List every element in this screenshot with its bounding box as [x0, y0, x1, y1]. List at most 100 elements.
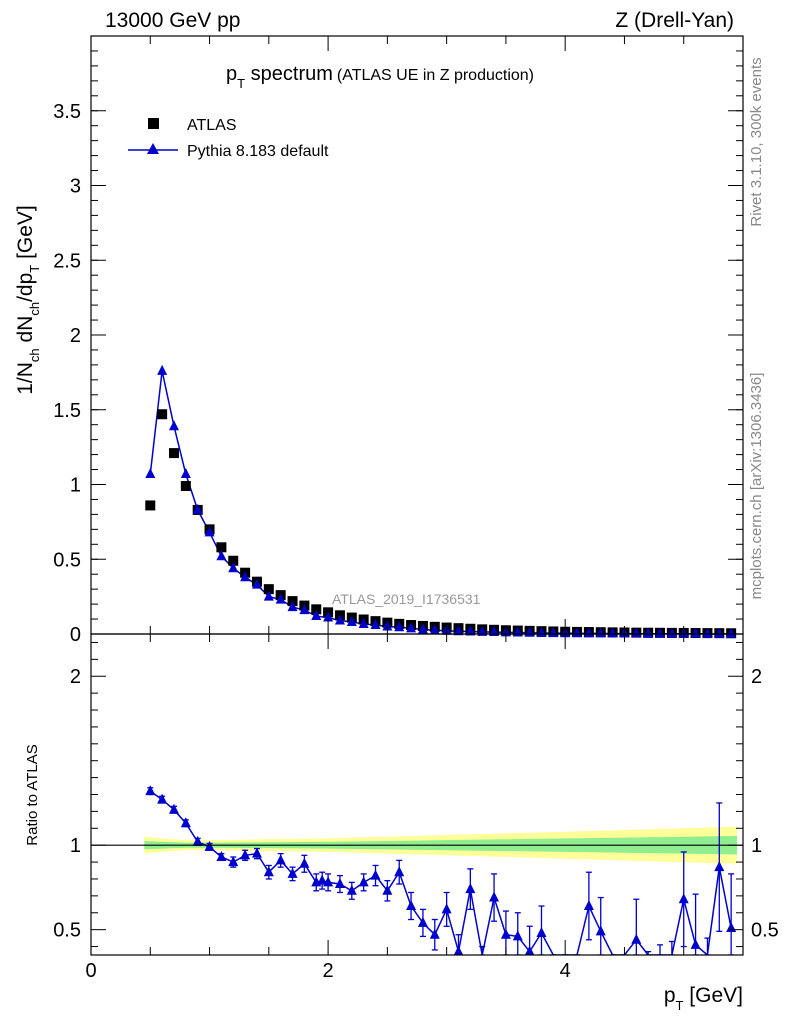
pythia-point — [240, 571, 251, 582]
pythia-point — [145, 468, 156, 479]
pythia-point — [394, 621, 405, 632]
ratio-pythia-point — [275, 854, 286, 865]
ratio-pythia-point — [429, 928, 440, 939]
ratio-xlabel: pT [GeV] — [664, 984, 743, 1013]
ratio-pythia-point — [251, 847, 262, 858]
pythia-point — [631, 627, 642, 638]
pythia-point — [216, 550, 227, 561]
ratio-ylabel: Ratio to ATLAS — [24, 744, 41, 845]
atlas-point — [263, 584, 274, 595]
pythia-point — [275, 593, 286, 604]
pythia-point — [548, 627, 559, 638]
analysis-id: ATLAS_2019_I1736531 — [332, 591, 481, 607]
ratio-pythia-point — [382, 884, 393, 895]
ratio-ytick-label: 1 — [70, 835, 81, 857]
ratio-series-group — [145, 785, 737, 955]
pythia-point — [726, 627, 737, 638]
pythia-point — [417, 623, 428, 634]
ratio-panel: 0.5 0.5 1 1 2 2 0 2 4 Ratio to ATLAS pT [GeV] — [24, 633, 779, 1013]
ratio-pythia-point — [323, 876, 334, 887]
pythia-point — [204, 526, 215, 537]
header-left: 13000 GeV pp — [105, 9, 240, 32]
legend-pythia-label: Pythia 8.183 default — [187, 143, 329, 160]
atlas-point — [228, 555, 239, 566]
ratio-pythia-point — [500, 928, 511, 939]
header-right: Z (Drell-Yan) — [615, 9, 734, 32]
pythia-point — [311, 610, 322, 621]
ratio-xtick-label: 0 — [85, 960, 96, 982]
main-ytick-label: 3.5 — [53, 101, 81, 123]
pythia-point — [666, 627, 677, 638]
legend-atlas-marker — [148, 118, 159, 129]
ratio-pythia-point — [406, 900, 417, 911]
main-ytick-label: 1.5 — [53, 400, 81, 422]
pythia-point — [334, 614, 345, 625]
ratio-pythia-point — [417, 916, 428, 927]
atlas-point — [157, 409, 168, 420]
ratio-pythia-point — [524, 945, 535, 955]
main-ytick-label: 3 — [70, 176, 81, 198]
ratio-pythia-point — [465, 883, 476, 894]
ratio-pythia-point — [678, 893, 689, 904]
pythia-point — [583, 627, 594, 638]
main-ytick-label: 2 — [70, 325, 81, 347]
ratio-pythia-point — [714, 861, 725, 872]
ratio-pythia-point — [631, 933, 642, 944]
pythia-point — [690, 627, 701, 638]
mcplots-label: mcplots.cern.ch [arXiv:1306.3436] — [748, 373, 765, 600]
ratio-ytick-label-right: 2 — [751, 666, 762, 688]
main-title-extra: (ATLAS UE in Z production) — [337, 67, 534, 84]
ratio-pythia-point — [317, 874, 328, 885]
atlas-point — [180, 480, 191, 491]
ratio-ytick-label-right: 1 — [751, 835, 762, 857]
pythia-point — [465, 625, 476, 636]
main-ylabel: 1/Nch dNch/dpT [GeV] — [14, 205, 42, 395]
ratio-ytick-label: 0.5 — [53, 920, 81, 942]
ratio-pythia-point — [334, 878, 345, 889]
main-panel: 0 0.5 1 1.5 2 2.5 3 3.5 pT spectrum (ATLAS UE in… — [14, 35, 744, 646]
pythia-point — [714, 627, 725, 638]
pythia-point — [453, 625, 464, 636]
pythia-point — [192, 503, 203, 514]
rivet-label: Rivet 3.1.10, 300k events — [748, 57, 765, 226]
xlabel-sub: T — [676, 998, 684, 1013]
pythia-point — [299, 604, 310, 615]
atlas-point — [168, 448, 179, 459]
ratio-pythia-point — [346, 884, 357, 895]
pythia-point — [655, 627, 666, 638]
ratio-pythia-point — [299, 857, 310, 868]
pythia-point — [643, 627, 654, 638]
ratio-pythia-point — [168, 803, 179, 814]
main-ytick-label: 1 — [70, 475, 81, 497]
pythia-point — [346, 616, 357, 627]
ratio-pythia-point — [441, 903, 452, 914]
pythia-point — [406, 622, 417, 633]
pythia-point — [323, 611, 334, 622]
main-ytick-label: 0.5 — [53, 549, 81, 571]
ratio-pythia-point — [180, 817, 191, 828]
ratio-pythia-point — [157, 793, 168, 804]
ratio-pythia-point — [228, 856, 239, 867]
ratio-pythia-point — [370, 869, 381, 880]
ratio-pythia-line — [149, 790, 732, 955]
pythia-point — [287, 601, 298, 612]
legend-atlas-label: ATLAS — [187, 117, 237, 134]
ratio-xtick-label: 4 — [560, 960, 571, 982]
main-ytick-label: 0 — [70, 624, 81, 646]
pythia-point — [382, 620, 393, 631]
ratio-pythia-point — [287, 867, 298, 878]
ratio-pythia-point — [489, 891, 500, 902]
ratio-pythia-point — [690, 938, 701, 949]
xlabel-rest: [GeV] — [683, 984, 743, 1007]
ratio-pythia-point — [595, 925, 606, 936]
atlas-point — [145, 500, 156, 511]
main-title: pT spectrum (ATLAS UE in Z production) — [226, 63, 534, 91]
pythia-point — [702, 627, 713, 638]
legend-pythia-marker — [147, 143, 159, 154]
pythia-point — [595, 627, 606, 638]
ratio-ytick-label-right: 0.5 — [751, 920, 779, 942]
main-title-sub: T — [237, 76, 245, 91]
pythia-point — [370, 619, 381, 630]
ratio-ytick-label: 2 — [70, 666, 81, 688]
